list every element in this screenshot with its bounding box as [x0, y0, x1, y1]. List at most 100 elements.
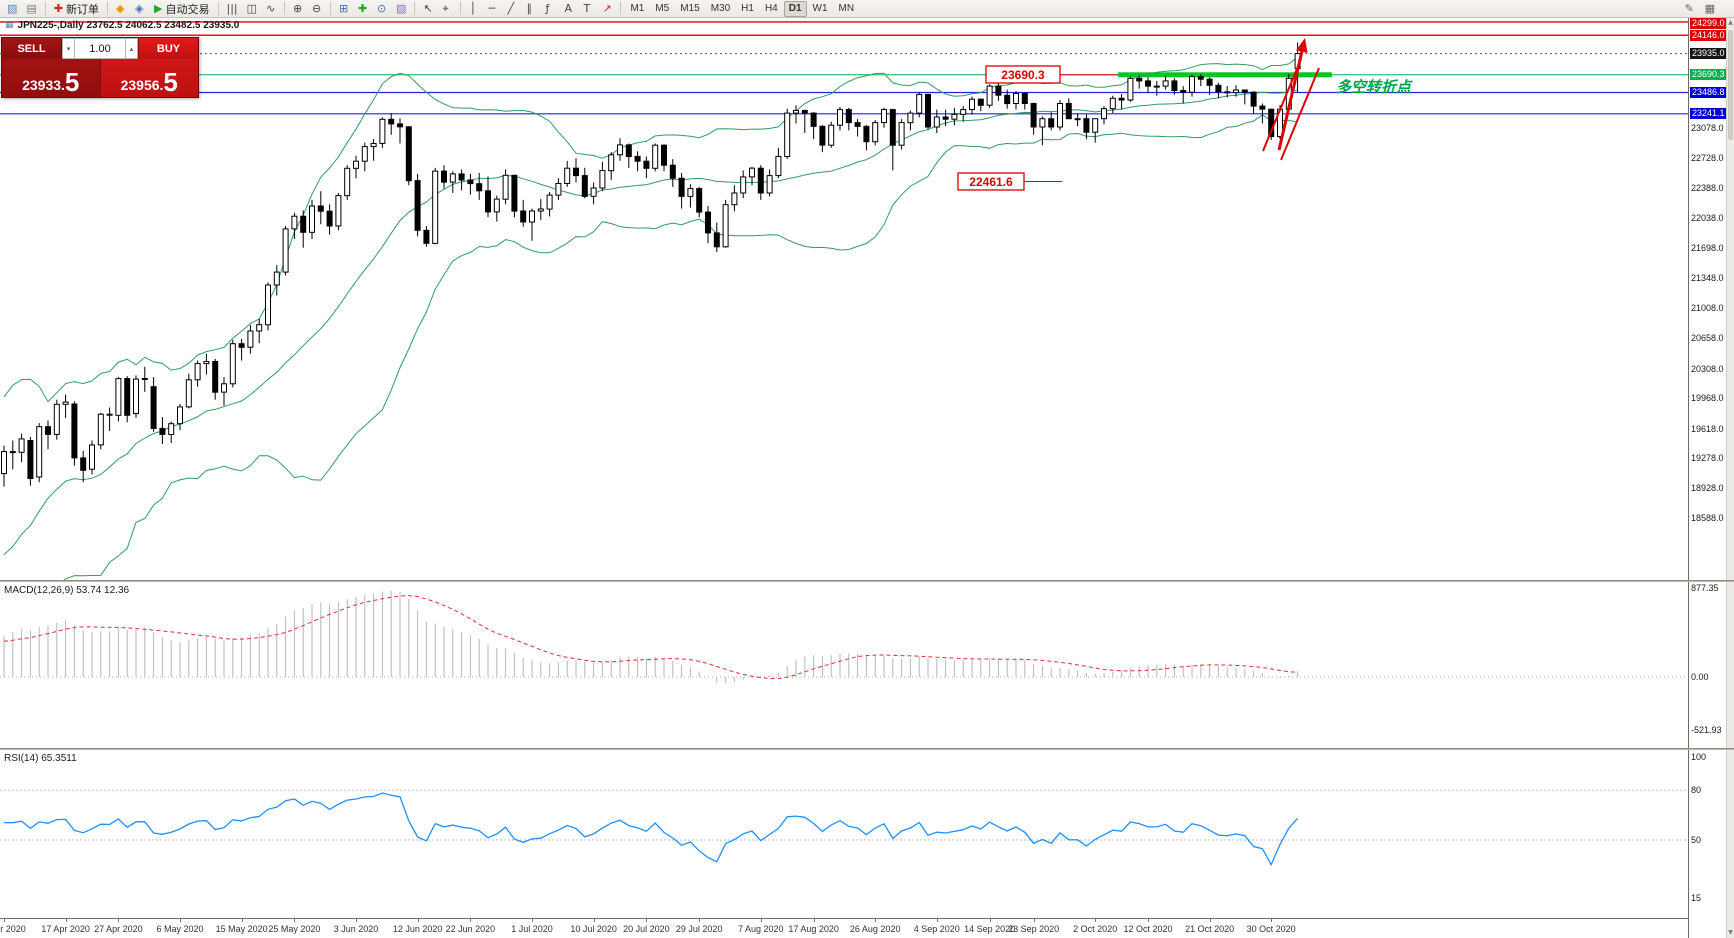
autotrading-button[interactable]: ▶ 自动交易: [150, 1, 213, 17]
candle: [863, 125, 870, 143]
scrollbar-thumb[interactable]: [1728, 30, 1733, 140]
price-tag-text: 22461.6: [969, 175, 1013, 189]
timeframe-m1[interactable]: M1: [630, 3, 645, 14]
zoom-out-icon[interactable]: ⊖: [308, 1, 326, 17]
arrows-icon[interactable]: ↗: [598, 1, 616, 17]
toolbar-separator: [217, 2, 219, 15]
templates-icon[interactable]: ▨: [392, 1, 410, 17]
price-axis-label: 50: [1691, 835, 1702, 845]
macd-panel-canvas[interactable]: [0, 582, 1688, 748]
price-tag-box: [957, 172, 1025, 191]
candle: [784, 112, 791, 157]
label-icon[interactable]: T: [579, 1, 597, 17]
timeframe-h1[interactable]: H1: [741, 3, 754, 14]
candle: [1048, 118, 1055, 128]
volume-decrease-button[interactable]: ▾: [62, 38, 75, 59]
timeframe-h4[interactable]: H4: [764, 3, 778, 14]
rsi-panel-canvas[interactable]: [0, 750, 1688, 916]
chart-line-icon[interactable]: ∿: [262, 1, 280, 17]
candle: [309, 205, 315, 233]
cursor-icon[interactable]: ↖: [419, 1, 437, 17]
autotrading-button-label: 自动交易: [165, 3, 210, 16]
timeframe-m5[interactable]: M5: [655, 3, 670, 14]
crosshair-icon[interactable]: ⌖: [438, 1, 456, 17]
price-axis-label: -521.93: [1691, 724, 1722, 735]
vertical-line-icon[interactable]: │: [465, 1, 483, 17]
chart-profiles-icon[interactable]: ▤: [22, 1, 40, 17]
candle: [1127, 77, 1134, 101]
price-tag-box: [985, 65, 1061, 84]
time-label: 29 Jul 2020: [675, 924, 723, 934]
candle: [837, 109, 843, 126]
timeframe-mn[interactable]: MN: [838, 3, 855, 14]
add-indicator-icon[interactable]: ✚: [354, 1, 372, 17]
fibonacci-icon[interactable]: ƒ: [541, 1, 559, 17]
macd-panel-splitter[interactable]: [0, 580, 1734, 582]
turning-point-note: 多空转折点: [1336, 78, 1413, 96]
candle: [247, 330, 254, 348]
scroll-up-icon[interactable]: ▲: [1728, 19, 1733, 26]
candle: [810, 112, 817, 127]
vertical-scrollbar[interactable]: ▲ ▼: [1726, 18, 1734, 938]
tile-windows-icon[interactable]: ⊞: [335, 1, 353, 17]
periods-icon[interactable]: ⊙: [373, 1, 391, 17]
macd-indicator-label: MACD(12,26,9) 53.74 12.36: [4, 585, 130, 596]
price-chart-canvas[interactable]: 23690.3 22461.6 多空转折点: [0, 18, 1688, 580]
timeframe-m15[interactable]: M15: [680, 3, 700, 14]
timeframe-d1[interactable]: D1: [783, 0, 807, 17]
zoom-in-icon[interactable]: ⊕: [289, 1, 307, 17]
buy-button[interactable]: BUY: [138, 38, 198, 59]
new-order-button[interactable]: ✚ 新订单: [50, 1, 103, 17]
toolbar-separator: [620, 2, 622, 15]
candle: [256, 324, 263, 332]
trendline-icon: ╱: [507, 2, 515, 15]
metaeditor-icon: ◆: [116, 2, 125, 15]
bollinger-middle-band: [3, 89, 1298, 556]
time-tick: [1033, 919, 1035, 922]
workspace-icon[interactable]: ▦: [1701, 1, 1719, 17]
candle: [1074, 118, 1081, 121]
toolbar-separator: [44, 2, 46, 15]
volume-increase-button[interactable]: ▴: [125, 38, 138, 59]
time-axis[interactable]: 8 Apr 2020 17 Apr 2020 27 Apr 2020 6 May 20…: [0, 918, 1688, 938]
zoom-in-icon: ⊕: [293, 2, 303, 15]
rsi-panel-splitter[interactable]: [0, 748, 1734, 750]
candle: [1233, 89, 1239, 94]
time-tick: [989, 919, 991, 922]
volume-input[interactable]: 1.00: [75, 38, 125, 59]
edit-icon[interactable]: ✎: [1681, 1, 1699, 17]
sell-price-main: 23933.: [22, 76, 65, 93]
strategy-tester-icon[interactable]: ◈: [131, 1, 149, 17]
time-label: 26 Aug 2020: [849, 924, 901, 934]
candle: [423, 229, 430, 244]
price-axis-tag: 23241.1: [1690, 108, 1727, 120]
chart-candles-icon[interactable]: ◫: [243, 1, 261, 17]
candle: [361, 146, 368, 162]
text-icon[interactable]: A: [560, 1, 578, 17]
buy-price[interactable]: 23956. 5: [99, 59, 198, 97]
candle: [27, 440, 34, 479]
candle: [696, 188, 703, 213]
timeframe-w1[interactable]: W1: [812, 3, 828, 14]
candle: [265, 284, 271, 326]
candle: [1241, 89, 1248, 93]
sell-button[interactable]: SELL: [2, 38, 62, 59]
horizontal-line-icon[interactable]: ─: [484, 1, 502, 17]
candle: [678, 177, 685, 197]
time-tick: [180, 919, 181, 922]
new-chart-icon[interactable]: ▧: [3, 1, 21, 17]
time-tick: [760, 919, 762, 922]
timeframe-m30[interactable]: M30: [710, 3, 731, 14]
price-tag-text: 23690.3: [1001, 68, 1045, 82]
price-axis-tag: 24299.0: [1690, 18, 1727, 29]
trendline-icon[interactable]: ╱: [503, 1, 521, 17]
price-axis[interactable]: 23078.0 22728.0 22388.0 22038.0 21698.0 21348…: [1688, 18, 1727, 938]
metaeditor-icon[interactable]: ◆: [112, 1, 130, 17]
candle: [1145, 80, 1151, 87]
new-order-button-label: 新订单: [66, 3, 100, 16]
channel-icon[interactable]: ∥: [522, 1, 540, 17]
scroll-down-icon[interactable]: ▼: [1728, 929, 1733, 936]
sell-price[interactable]: 23933. 5: [2, 59, 100, 97]
candle: [273, 271, 280, 286]
chart-bars-icon[interactable]: |||: [223, 1, 242, 17]
